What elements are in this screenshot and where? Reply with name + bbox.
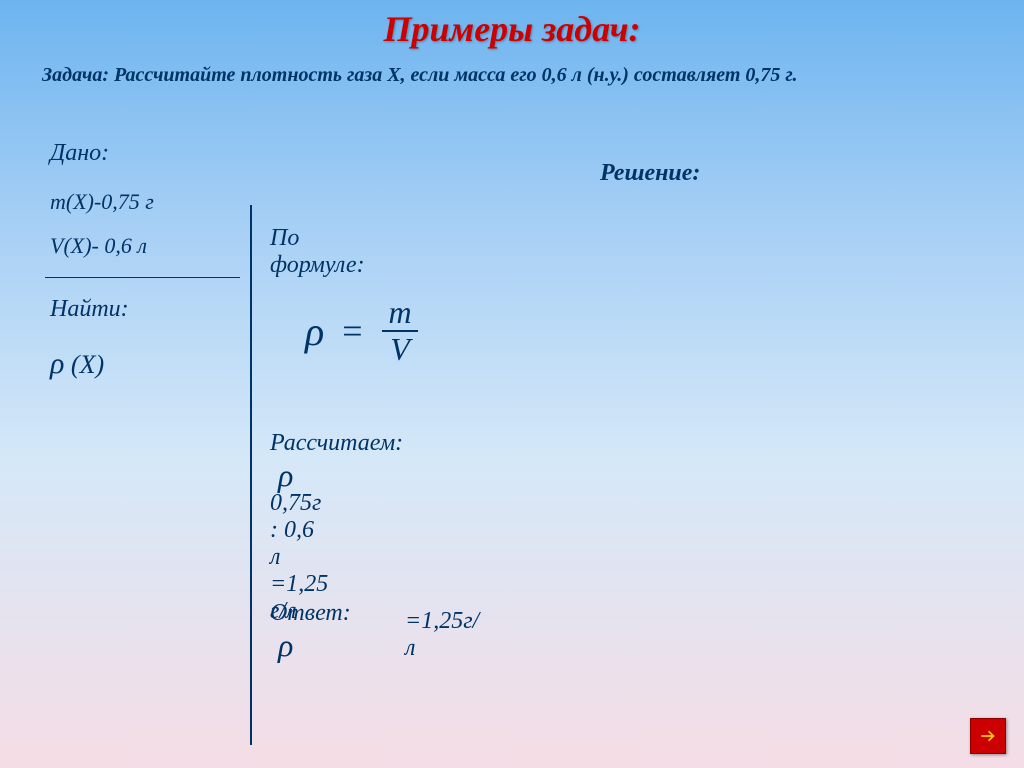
find-target-text: (Х) <box>71 350 104 379</box>
next-button[interactable] <box>970 718 1006 754</box>
given-divider <box>45 277 240 278</box>
answer-value: =1,25г/л <box>405 608 479 662</box>
calc-label: Рассчитаем: ρ <box>270 430 403 494</box>
rho-symbol: ρ <box>278 457 293 493</box>
arrow-right-icon <box>978 726 998 746</box>
rho-symbol: ρ <box>50 347 64 380</box>
fraction: m V <box>381 295 420 367</box>
calc-label-text: Рассчитаем: <box>270 430 403 456</box>
find-target: ρ (Х) <box>50 347 220 381</box>
given-volume: V(Х)- 0,6 л <box>50 233 220 259</box>
answer-label-text: Ответ: <box>270 600 351 626</box>
find-header: Найти: <box>50 296 220 323</box>
answer-label: Ответ: ρ <box>270 600 351 664</box>
given-header: Дано: <box>50 140 220 167</box>
vertical-divider <box>250 205 252 745</box>
page-title: Примеры задач: <box>0 0 1024 50</box>
fraction-numerator: m <box>381 295 420 330</box>
given-block: Дано: m(Х)-0,75 г V(Х)- 0,6 л Найти: ρ (… <box>50 140 220 381</box>
formula-label: По формуле: <box>270 225 365 279</box>
rho-symbol: ρ <box>305 308 324 355</box>
problem-statement: Задача: Рассчитайте плотность газа Х, ес… <box>0 64 1024 87</box>
fraction-denominator: V <box>382 330 418 367</box>
equals-sign: = <box>342 310 362 352</box>
given-mass: m(Х)-0,75 г <box>50 189 220 215</box>
solution-header: Решение: <box>600 160 700 187</box>
density-formula: ρ = m V <box>305 295 420 367</box>
rho-symbol: ρ <box>278 627 293 663</box>
